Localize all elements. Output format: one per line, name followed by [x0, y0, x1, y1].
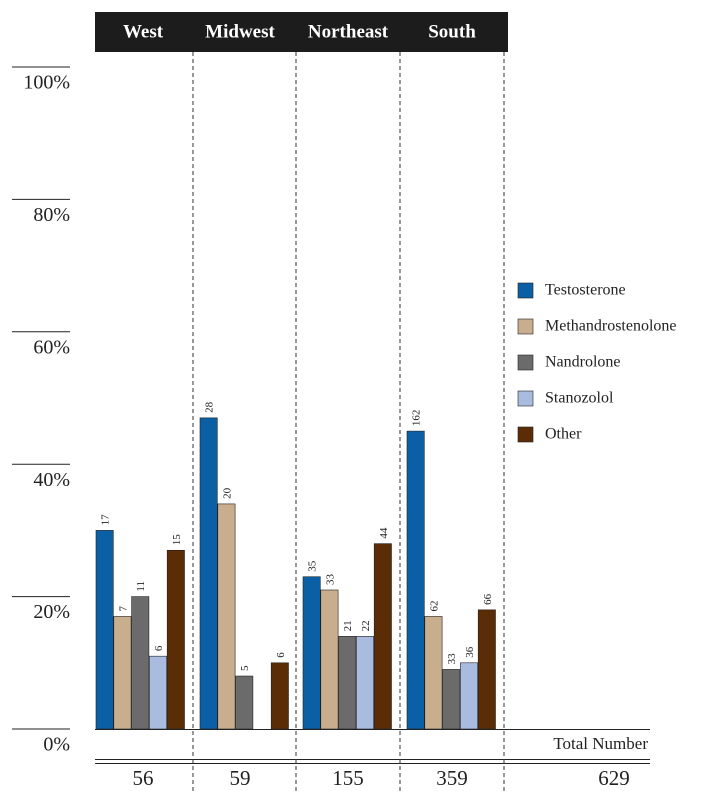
total-label: Total Number	[553, 734, 648, 753]
count-label: 33	[446, 653, 458, 665]
y-tick-label: 0%	[43, 734, 70, 756]
bar	[113, 616, 132, 730]
legend-swatch	[517, 390, 534, 407]
count-label: 15	[171, 534, 183, 546]
legend-label: Stanozolol	[545, 390, 614, 407]
count-label: 20	[221, 487, 233, 499]
count-label: 11	[135, 581, 147, 592]
y-tick-label: 20%	[33, 601, 70, 623]
count-label: 6	[275, 652, 287, 658]
legend-swatch	[517, 354, 534, 371]
legend-label: Nandrolone	[545, 354, 621, 371]
bar	[95, 530, 114, 730]
category-label: West	[123, 21, 164, 42]
bar	[424, 616, 443, 730]
count-label: 33	[324, 573, 336, 585]
count-label: 21	[342, 620, 354, 631]
bar	[235, 675, 254, 730]
bar	[270, 662, 289, 730]
count-label: 66	[482, 593, 494, 605]
count-label: 162	[411, 410, 423, 427]
count-label: 44	[378, 527, 390, 539]
bar	[199, 417, 218, 730]
legend-swatch	[517, 282, 534, 299]
y-tick-label: 80%	[33, 204, 70, 226]
bar	[149, 655, 167, 730]
total-value: 56	[133, 766, 154, 790]
bar	[217, 503, 236, 730]
count-label: 6	[153, 645, 165, 651]
legend-swatch	[517, 426, 534, 443]
bar	[442, 669, 461, 730]
total-value: 155	[332, 766, 364, 790]
count-label: 62	[428, 600, 440, 611]
grand-total: 629	[598, 766, 630, 790]
bar	[166, 549, 185, 730]
legend-swatch	[517, 318, 534, 335]
legend-label: Methandrostenolone	[545, 318, 677, 335]
count-label: 35	[307, 560, 319, 572]
bar	[356, 636, 374, 730]
total-value: 359	[436, 766, 468, 790]
y-tick-label: 40%	[33, 469, 70, 491]
count-label: 22	[360, 620, 372, 631]
y-tick-label: 60%	[33, 336, 70, 358]
count-label: 17	[100, 514, 112, 526]
category-label: Midwest	[205, 21, 275, 42]
bar	[320, 589, 339, 730]
count-label: 28	[204, 401, 216, 413]
total-value: 59	[230, 766, 251, 790]
bar	[131, 596, 150, 730]
legend-label: Other	[545, 426, 582, 443]
category-label: Northeast	[308, 21, 389, 42]
count-label: 7	[117, 605, 129, 611]
bar	[477, 609, 496, 730]
bar	[373, 543, 392, 730]
y-tick-label: 100%	[23, 72, 70, 94]
count-label: 36	[464, 646, 476, 658]
header-band	[95, 12, 508, 52]
legend-label: Testosterone	[545, 282, 626, 299]
bar	[460, 662, 478, 730]
bar	[406, 430, 425, 730]
category-label: South	[428, 21, 476, 42]
bar	[338, 636, 357, 730]
bar	[302, 576, 321, 730]
count-label: 5	[239, 665, 251, 671]
